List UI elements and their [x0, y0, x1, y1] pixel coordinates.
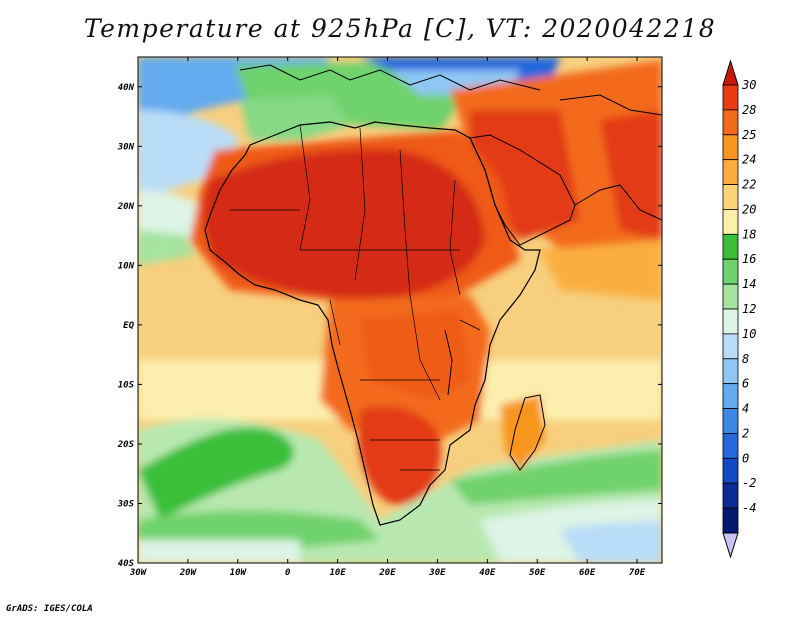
lon-tick-label: 20W — [179, 568, 198, 578]
colorbar-label: 6 — [742, 377, 749, 391]
colorbar-label: 22 — [742, 178, 756, 192]
field-nw-africa-green — [240, 95, 350, 140]
colorbar-segment — [722, 358, 739, 385]
colorbar-segment — [722, 383, 739, 409]
field-south-green-east — [450, 450, 662, 505]
colorbar-label: -4 — [742, 501, 756, 515]
latitude-axis: 40N 30N 20N 10N EQ 10S 20S 30S 40S — [117, 83, 662, 569]
colorbar-label: 14 — [742, 277, 756, 291]
colorbar-segment — [722, 333, 739, 360]
longitude-axis: 30W 20W 10W 0 10E 20E 30E 40E 50E 60E 70E — [129, 57, 646, 578]
lat-tick-label: 10N — [118, 261, 135, 271]
lat-tick-label: 40N — [118, 83, 135, 93]
field-north-atlantic-sky — [138, 110, 240, 200]
colorbar-segment — [722, 408, 739, 434]
lon-tick-label: 0 — [285, 568, 291, 578]
colorbar-segment — [722, 184, 739, 210]
lon-tick-label: 20E — [378, 568, 396, 578]
field-southwest-mint — [138, 540, 300, 563]
lat-tick-label: 20S — [117, 440, 135, 450]
field-kalahari-hot — [358, 406, 441, 505]
grads-credit: GrADS: IGES/COLA — [6, 604, 93, 614]
colorbar-segment — [722, 258, 739, 285]
lat-tick-label: 30N — [117, 142, 135, 152]
colorbar-segment — [722, 457, 739, 484]
field-sahara-hot — [203, 149, 485, 300]
asia-coast-outline — [559, 94, 662, 221]
colorbar-segment — [722, 233, 739, 260]
lon-tick-label: 10W — [230, 568, 248, 578]
colorbar-segment — [722, 433, 739, 459]
lon-tick-label: 70E — [629, 568, 646, 578]
field-indian-ocean-orange — [540, 240, 662, 300]
colorbar-label: 24 — [742, 153, 756, 167]
lat-tick-label: 30S — [117, 499, 135, 509]
lat-tick-label: EQ — [123, 321, 134, 331]
colorbar-top-arrow — [722, 59, 739, 86]
colorbar-label: 28 — [742, 103, 756, 117]
lon-tick-label: 50E — [529, 568, 546, 578]
temperature-field — [138, 57, 662, 563]
colorbar-label: 30 — [741, 78, 756, 92]
lat-tick-label: 10S — [118, 380, 135, 390]
colorbar-segment — [722, 482, 739, 509]
colorbar-label: 16 — [742, 252, 756, 266]
arabia-outline — [469, 134, 576, 246]
madagascar-outline — [509, 394, 546, 471]
colorbar-label: 2 — [742, 426, 749, 440]
field-west-atlantic-green — [138, 230, 195, 265]
lon-tick-label: 30W — [129, 568, 148, 578]
lat-tick-label: 40S — [118, 559, 135, 569]
africa-coastline — [204, 121, 541, 526]
colorbar-label: 10 — [742, 327, 756, 341]
field-central-africa-warm — [360, 310, 470, 400]
lon-tick-label: 40E — [479, 568, 496, 578]
colorbar-segment — [722, 134, 739, 161]
colorbar-segment — [722, 84, 739, 111]
colorbar-label: 8 — [742, 352, 749, 366]
field-south-sky — [560, 520, 662, 563]
colorbar-segment — [722, 109, 739, 136]
europe-coast-outline — [239, 64, 541, 91]
colorbar-label: 25 — [742, 128, 756, 142]
map-frame — [137, 56, 663, 564]
colorbar-segment — [722, 308, 739, 335]
lon-tick-label: 60E — [579, 568, 596, 578]
lon-tick-label: 10E — [329, 568, 346, 578]
colorbar-segment — [722, 507, 739, 534]
field-south-green — [138, 427, 294, 520]
colorbar-label: 0 — [742, 451, 749, 465]
colorbar-segment — [722, 283, 739, 310]
country-borders — [230, 124, 481, 471]
rift-lakes — [444, 329, 453, 396]
colorbar-label: 18 — [742, 227, 756, 241]
colorbar-segment — [722, 209, 739, 235]
lat-tick-label: 20N — [117, 202, 135, 212]
colorbar-bottom-arrow — [722, 532, 739, 559]
lon-tick-label: 30E — [428, 568, 446, 578]
map-title: Temperature at 925hPa [C], VT: 202004221… — [83, 14, 717, 43]
colorbar-label: 12 — [742, 302, 756, 316]
colorbar-label: 20 — [742, 202, 756, 216]
colorbar-label: -2 — [742, 476, 756, 490]
colorbar-segment — [722, 159, 739, 185]
colorbar-label: 4 — [742, 402, 749, 416]
field-india-hot — [600, 110, 662, 240]
